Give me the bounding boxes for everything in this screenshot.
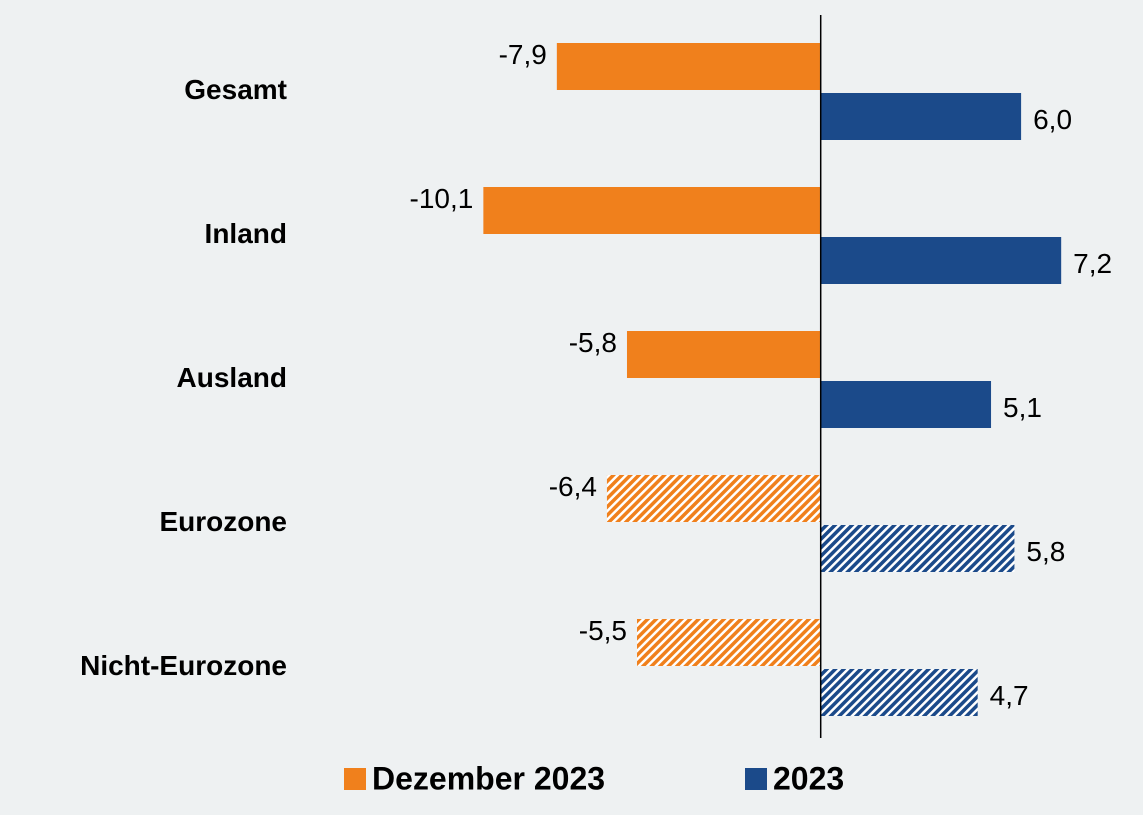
value-label: -7,9: [499, 39, 547, 70]
bar: [820, 525, 1015, 572]
value-label: -5,8: [569, 327, 617, 358]
bar: [637, 619, 821, 666]
bar: [820, 669, 978, 716]
legend-swatch: [344, 768, 366, 790]
bar: [820, 237, 1062, 284]
value-label: -10,1: [410, 183, 474, 214]
category-label: Eurozone: [159, 506, 287, 537]
category-label: Ausland: [177, 362, 287, 393]
category-label: Gesamt: [184, 74, 287, 105]
value-label: -5,5: [579, 615, 627, 646]
bar: [820, 93, 1022, 140]
bar: [820, 381, 992, 428]
category-label: Nicht-Eurozone: [80, 650, 287, 681]
value-label: 6,0: [1033, 104, 1072, 135]
value-label: 5,8: [1026, 536, 1065, 567]
bar: [606, 475, 821, 522]
legend-label: Dezember 2023: [372, 760, 605, 796]
value-label: 5,1: [1003, 392, 1042, 423]
bar: [556, 43, 821, 90]
value-label: -6,4: [549, 471, 597, 502]
legend-swatch: [745, 768, 767, 790]
bar: [483, 187, 821, 234]
value-label: 4,7: [990, 680, 1029, 711]
bar: [626, 331, 821, 378]
legend-label: 2023: [773, 760, 844, 796]
value-label: 7,2: [1073, 248, 1112, 279]
category-label: Inland: [205, 218, 287, 249]
